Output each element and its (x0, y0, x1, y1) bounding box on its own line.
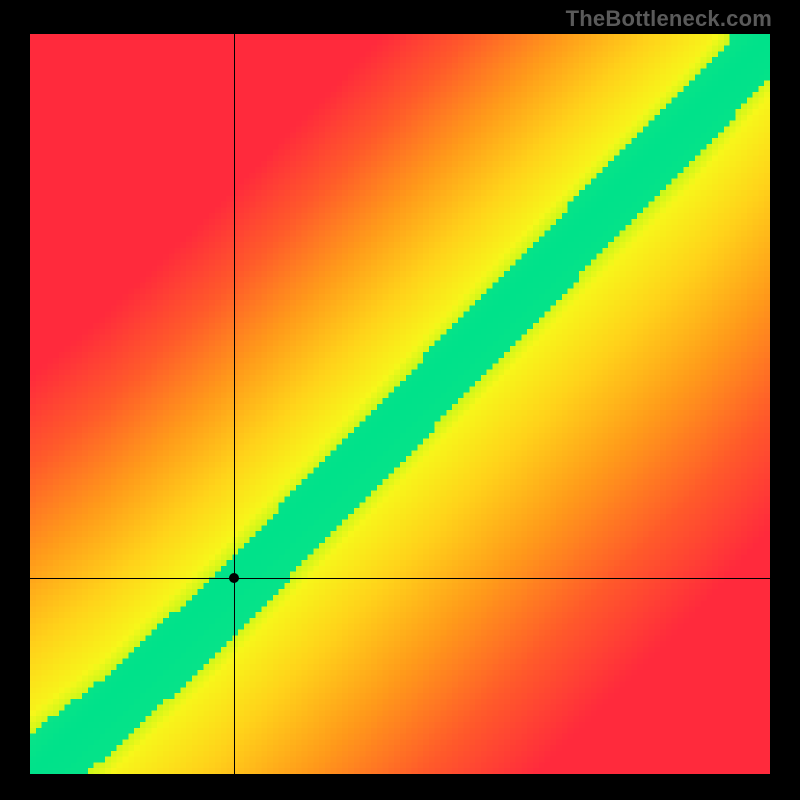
crosshair-vertical (234, 34, 235, 774)
watermark-text: TheBottleneck.com (566, 6, 772, 32)
plot-area (30, 34, 770, 774)
chart-frame: TheBottleneck.com (0, 0, 800, 800)
crosshair-point (229, 573, 239, 583)
crosshair-horizontal (30, 578, 770, 579)
heatmap-canvas (30, 34, 770, 774)
